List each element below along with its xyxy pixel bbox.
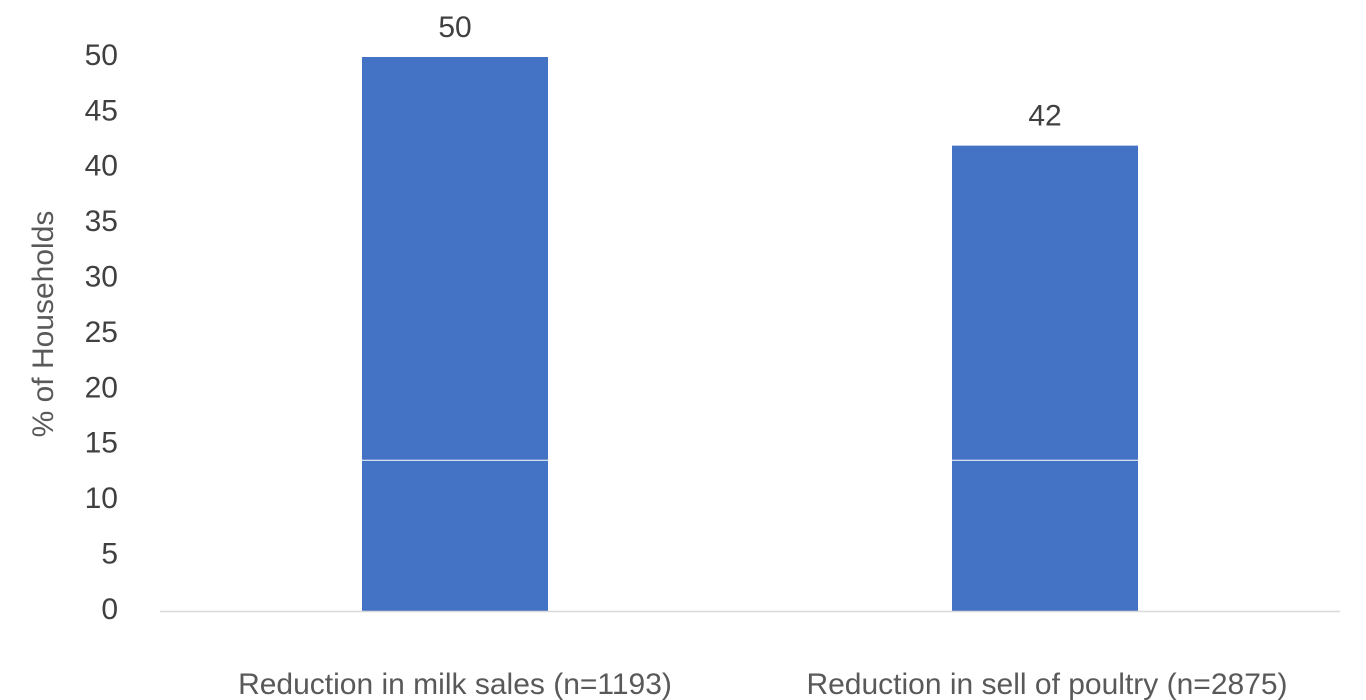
y-tick-label: 45	[85, 94, 118, 127]
y-tick-label: 20	[85, 371, 118, 404]
x-axis-category-labels: Reduction in milk sales (n=1193) Reductio…	[238, 668, 1287, 700]
y-tick-label: 30	[85, 261, 118, 294]
y-axis-ticks: 0 5 10 15 20 25 30 35 40 45 50	[85, 39, 118, 626]
data-label: 50	[438, 11, 471, 44]
bar	[362, 57, 548, 611]
y-tick-label: 10	[85, 482, 118, 515]
data-labels: 50 42	[438, 11, 1061, 133]
bars	[362, 57, 1138, 611]
x-category-label: Reduction in milk sales (n=1193)	[238, 668, 672, 700]
y-tick-label: 0	[101, 593, 118, 626]
x-category-label: Reduction in sell of poultry (n=2875)	[806, 668, 1287, 700]
bar	[952, 145, 1138, 611]
y-axis-title: % of Households	[27, 211, 60, 438]
y-tick-label: 25	[85, 316, 118, 349]
y-tick-label: 40	[85, 150, 118, 183]
y-tick-label: 35	[85, 205, 118, 238]
y-tick-label: 5	[101, 538, 118, 571]
data-label: 42	[1028, 100, 1061, 133]
y-tick-label: 50	[85, 39, 118, 72]
y-tick-label: 15	[85, 427, 118, 460]
